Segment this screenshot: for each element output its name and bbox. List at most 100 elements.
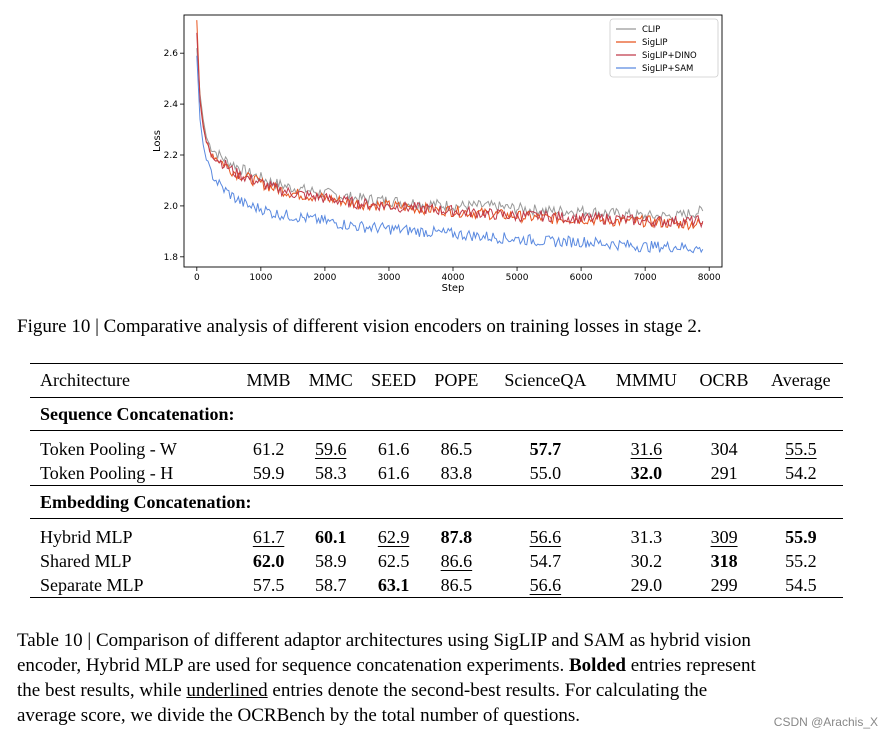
x-tick-label: 6000	[570, 273, 593, 283]
series-line-siglip-sam	[196, 55, 704, 254]
cell-scienceqa: 56.6	[487, 573, 604, 598]
table-row: Hybrid MLP 61.7 60.1 62.9 87.8 56.6 31.3…	[30, 525, 843, 549]
cell-pope: 86.6	[440, 550, 473, 571]
table-row: Token Pooling - H 59.9 58.3 61.6 83.8 55…	[30, 461, 843, 486]
cell-ocrb: 309	[710, 526, 738, 547]
header-architecture: Architecture	[30, 363, 238, 398]
caption-text: encoder, Hybrid MLP are used for sequenc…	[17, 655, 569, 676]
header-mmmu: MMMU	[603, 363, 690, 398]
cell-seed: 61.6	[377, 438, 410, 459]
legend-label: SigLIP+DINO	[642, 51, 697, 61]
cell-pope: 87.8	[440, 526, 473, 547]
cell-ocrb: 304	[710, 438, 738, 459]
cell-ocrb: 299	[689, 573, 759, 598]
table-caption-line: encoder, Hybrid MLP are used for sequenc…	[17, 653, 862, 678]
results-table-wrap: Architecture MMB MMC SEED POPE ScienceQA…	[30, 363, 843, 598]
x-tick-label: 8000	[698, 273, 721, 283]
cell-mmmu: 32.0	[603, 461, 690, 486]
cell-average: 54.2	[758, 461, 843, 486]
cell-average: 55.5	[785, 438, 817, 459]
cell-pope: 86.5	[425, 573, 488, 598]
cell-seed: 62.9	[377, 526, 410, 547]
y-tick-label: 2.6	[164, 49, 179, 59]
caption-text: entries denote the second-best results. …	[267, 680, 708, 701]
loss-chart: 0 1000 2000 3000 4000 5000 6000 7000 8000 1.8 2.0 2…	[152, 14, 723, 294]
x-axis-label: Step	[442, 283, 465, 294]
cell-scienceqa: 56.6	[529, 526, 562, 547]
table-row: Token Pooling - W 61.2 59.6 61.6 86.5 57…	[30, 437, 843, 461]
x-tick-label: 3000	[377, 273, 400, 283]
y-tick-label: 1.8	[164, 253, 179, 263]
figure-caption: Figure 10 | Comparative analysis of diff…	[17, 316, 702, 337]
legend-label: CLIP	[642, 25, 660, 35]
group-sequence-concat: Sequence Concatenation:	[30, 397, 843, 431]
cell-mmmu: 31.6	[630, 438, 663, 459]
header-average: Average	[758, 363, 843, 398]
x-tick-label: 0	[194, 273, 200, 283]
x-tick-label: 2000	[313, 273, 336, 283]
table-caption-line: average score, we divide the OCRBench by…	[17, 705, 580, 726]
cell-average: 55.9	[785, 526, 817, 547]
cell-pope: 86.5	[440, 438, 473, 459]
caption-text: entries represent	[626, 655, 756, 676]
y-axis-label: Loss	[152, 130, 163, 152]
results-table: Architecture MMB MMC SEED POPE ScienceQA…	[30, 363, 843, 598]
cell-mmb: 59.9	[237, 461, 300, 486]
cell-scienceqa: 57.7	[529, 438, 562, 459]
legend-label: SigLIP	[642, 38, 668, 48]
csdn-watermark: CSDN @Arachis_X	[773, 715, 878, 729]
y-tick-label: 2.4	[164, 100, 179, 110]
table-row: Shared MLP 62.0 58.9 62.5 86.6 54.7 30.2…	[30, 549, 843, 573]
cell-arch: Token Pooling - H	[30, 461, 238, 486]
cell-mmmu: 29.0	[603, 573, 690, 598]
cell-arch: Hybrid MLP	[40, 526, 133, 547]
cell-arch: Token Pooling - W	[40, 438, 177, 459]
legend-box	[609, 18, 719, 78]
cell-seed: 62.5	[377, 550, 410, 571]
cell-average: 55.2	[785, 550, 817, 571]
cell-mmmu: 30.2	[630, 550, 663, 571]
header-scienceqa: ScienceQA	[487, 363, 604, 398]
y-tick-label: 2.2	[164, 151, 178, 161]
cell-mmc: 59.6	[314, 438, 347, 459]
cell-seed: 63.1	[361, 573, 426, 598]
y-tick-label: 2.0	[164, 202, 179, 212]
cell-mmc: 60.1	[314, 526, 347, 547]
series-line-siglip	[196, 20, 703, 231]
group-embedding-concat: Embedding Concatenation:	[30, 485, 843, 519]
header-seed: SEED	[361, 363, 426, 398]
cell-mmb: 57.5	[237, 573, 300, 598]
caption-underline-example: underlined	[186, 680, 268, 701]
cell-mmb: 61.2	[252, 438, 285, 459]
cell-ocrb: 318	[710, 550, 738, 571]
cell-pope: 83.8	[425, 461, 488, 486]
group-label: Sequence Concatenation:	[30, 397, 843, 431]
table-row: Separate MLP 57.5 58.7 63.1 86.5 56.6 29…	[30, 573, 843, 598]
cell-mmmu: 31.3	[630, 526, 663, 547]
header-mmb: MMB	[237, 363, 300, 398]
table-header-row: Architecture MMB MMC SEED POPE ScienceQA…	[30, 363, 843, 398]
header-ocrb: OCRB	[689, 363, 759, 398]
cell-mmc: 58.7	[299, 573, 362, 598]
cell-scienceqa: 54.7	[529, 550, 562, 571]
table-caption-line: the best results, while underlined entri…	[17, 678, 862, 703]
caption-text: the best results, while	[17, 680, 187, 701]
x-tick-label: 5000	[506, 273, 529, 283]
x-tick-label: 7000	[634, 273, 657, 283]
series-line-siglip-dino	[196, 32, 704, 229]
group-label: Embedding Concatenation:	[30, 485, 843, 519]
table-caption: Table 10 | Comparison of different adapt…	[17, 628, 862, 728]
legend-label: SigLIP+SAM	[642, 64, 693, 74]
cell-scienceqa: 55.0	[487, 461, 604, 486]
x-tick-label: 4000	[442, 273, 465, 283]
cell-mmc: 58.3	[299, 461, 362, 486]
cell-ocrb: 291	[689, 461, 759, 486]
cell-mmb: 61.7	[252, 526, 285, 547]
cell-average: 54.5	[758, 573, 843, 598]
cell-mmc: 58.9	[314, 550, 347, 571]
loss-figure: 0 1000 2000 3000 4000 5000 6000 7000 8000 1.8 2.0 2…	[140, 10, 740, 295]
x-tick-label: 1000	[249, 273, 272, 283]
header-mmc: MMC	[299, 363, 362, 398]
cell-arch: Separate MLP	[30, 573, 238, 598]
cell-arch: Shared MLP	[40, 550, 132, 571]
